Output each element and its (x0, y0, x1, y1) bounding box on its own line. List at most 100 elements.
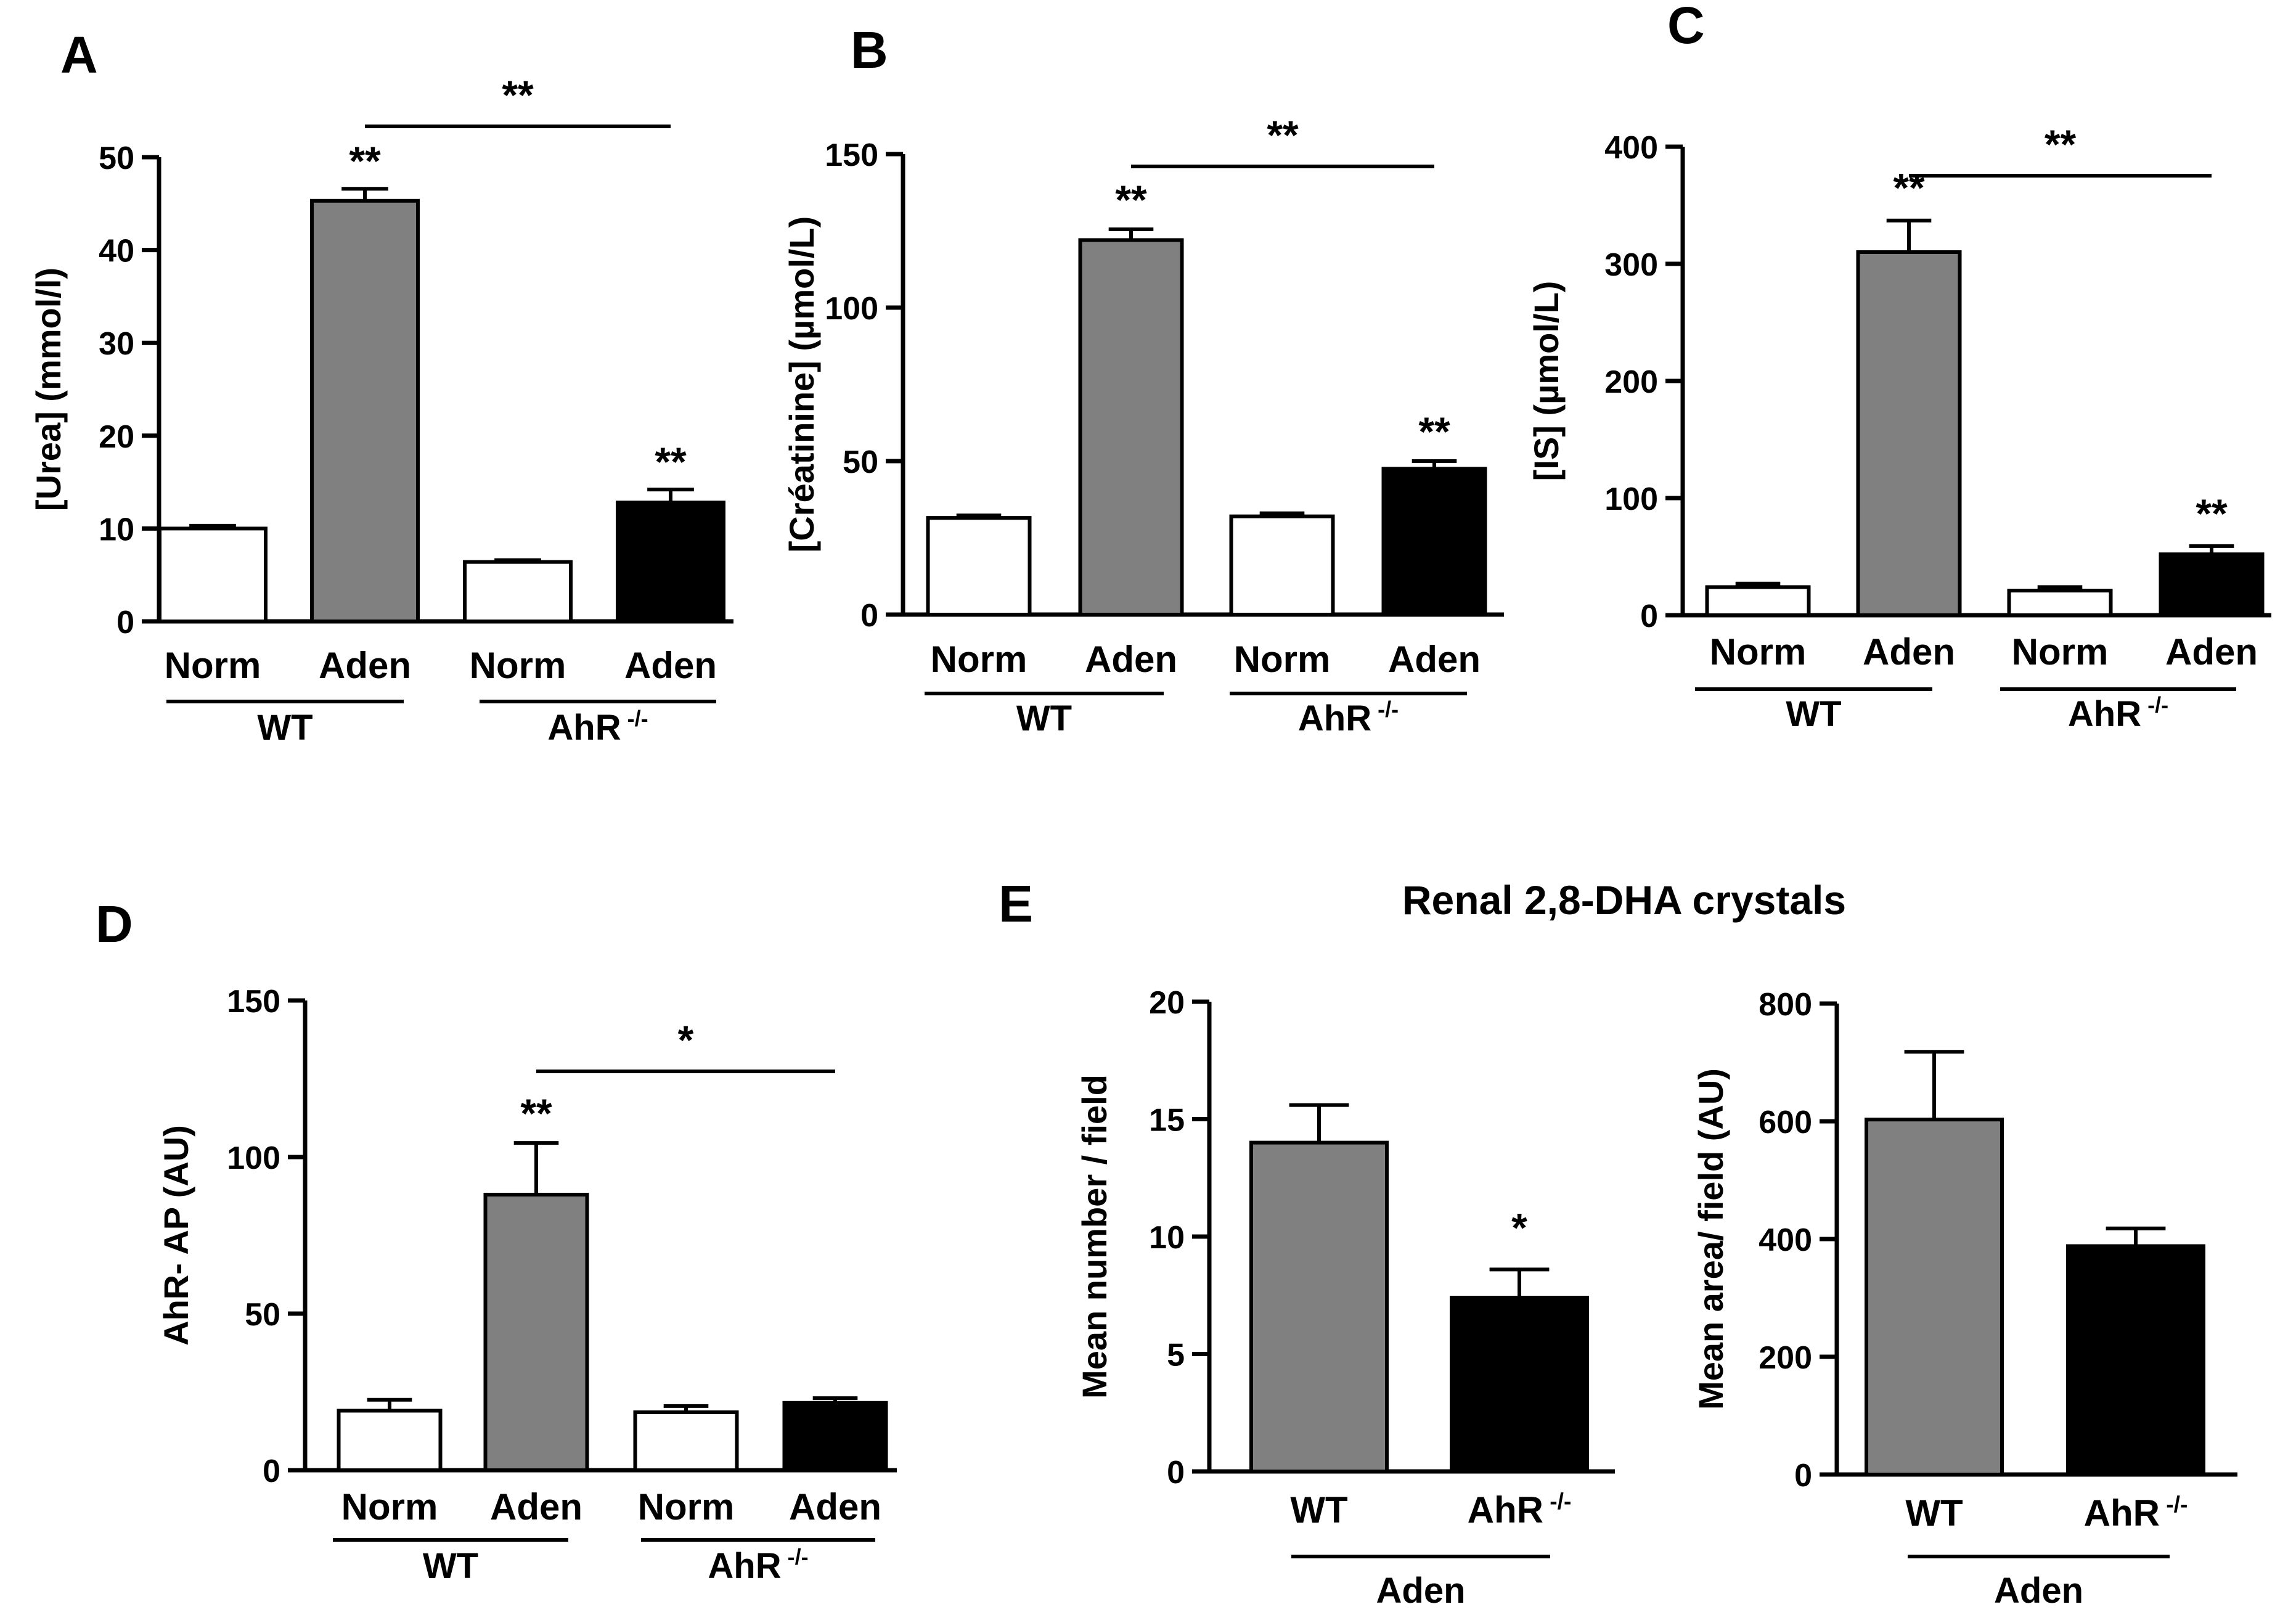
group-label: Aden (1994, 1571, 2083, 1611)
chart-panel: 0 10 20 30 40 50 [Urea] (mmol/l) Norm ** Aden Norm… (29, 72, 733, 748)
y-tick-label: 600 (1759, 1105, 1812, 1140)
category-label: Norm (1234, 639, 1331, 680)
comparison-significance: * (678, 1017, 694, 1063)
panel-label-b: B (851, 21, 888, 79)
category-label: Norm (165, 645, 261, 686)
group-label: Aden (1376, 1571, 1466, 1611)
superscript: -/- (1543, 1488, 1571, 1514)
y-tick-label: 50 (843, 444, 878, 480)
superscript: -/- (2160, 1491, 2188, 1517)
y-tick-label: 10 (1149, 1220, 1185, 1256)
superscript: -/- (621, 706, 648, 731)
superscript: -/- (782, 1544, 809, 1569)
significance-label: ** (1893, 165, 1925, 211)
y-tick-label: 200 (1759, 1340, 1812, 1376)
comparison-significance: ** (1267, 112, 1299, 158)
y-tick-label: 100 (227, 1140, 280, 1176)
y-axis-label: [IS] (µmol/L) (1527, 281, 1566, 481)
category-label: WT (1905, 1492, 1963, 1534)
panel-label-d: D (96, 895, 133, 953)
bar (463, 560, 573, 624)
group-label: WT (1016, 698, 1072, 738)
bar (1856, 250, 1962, 617)
category-label: Aden (2165, 631, 2258, 673)
y-tick-label: 10 (99, 512, 134, 547)
y-tick-label: 100 (1604, 481, 1658, 517)
y-tick-label: 20 (99, 419, 134, 455)
panel-label-a: A (60, 26, 98, 84)
significance-label: ** (520, 1090, 552, 1136)
group-label: WT (257, 708, 313, 748)
y-tick-label: 150 (227, 984, 280, 1020)
category-label: Aden (319, 645, 411, 686)
bar (1450, 1296, 1589, 1474)
bar (483, 1192, 589, 1472)
bar (310, 198, 420, 624)
significance-label: ** (2196, 491, 2228, 536)
y-tick-label: 200 (1604, 364, 1658, 400)
category-label: Norm (638, 1486, 735, 1528)
y-tick-label: 300 (1604, 247, 1658, 283)
y-tick-label: 400 (1759, 1222, 1812, 1258)
y-tick-label: 0 (116, 605, 134, 640)
bar (337, 1409, 443, 1472)
y-tick-label: 5 (1167, 1338, 1185, 1373)
significance-label: ** (1418, 409, 1450, 454)
y-tick-label: 15 (1149, 1103, 1185, 1139)
comparison-significance: ** (2045, 121, 2077, 167)
y-tick-label: 30 (99, 326, 134, 362)
category-label: Aden (1863, 631, 1955, 673)
significance-label: ** (349, 138, 381, 184)
y-axis-label: [Créatinine] (µmol/L) (782, 216, 821, 553)
y-tick-label: 0 (263, 1454, 280, 1489)
bar (2159, 552, 2265, 618)
bar (1249, 1140, 1389, 1473)
y-tick-label: 50 (99, 141, 134, 176)
bar (616, 501, 725, 623)
y-tick-label: 40 (99, 234, 134, 269)
category-label: Norm (470, 645, 566, 686)
category-label: Aden (1388, 639, 1481, 680)
category-label: AhR -/- (2084, 1491, 2188, 1534)
bar (1381, 467, 1487, 617)
group-label: AhR -/- (2068, 692, 2168, 734)
chart-panel: 0 100 200 300 400 [IS] (µmol/L) Norm ** Aden Norm… (1527, 121, 2271, 734)
y-tick-label: 150 (825, 137, 878, 173)
significance-label: * (1511, 1205, 1527, 1250)
bar (2066, 1244, 2205, 1476)
y-axis-label: AhR- AP (AU) (157, 1125, 195, 1346)
bar (782, 1401, 888, 1473)
category-label: Aden (490, 1486, 582, 1528)
y-axis-label: Mean number / field (1075, 1074, 1114, 1399)
y-axis-label: Mean area/ field (AU) (1691, 1068, 1730, 1410)
category-label: Norm (1710, 631, 1807, 673)
category-label: Aden (1085, 639, 1177, 680)
chart-panel: 0 5 10 15 20 Mean number / field WT * AhR -/-Ade… (1075, 985, 1615, 1611)
y-tick-label: 50 (245, 1297, 280, 1333)
category-label: WT (1290, 1489, 1347, 1531)
category-label: Aden (789, 1486, 881, 1528)
bar (926, 516, 1032, 616)
group-label: WT (423, 1546, 478, 1586)
y-axis-label: [Urea] (mmol/l) (29, 268, 68, 511)
bar (1229, 514, 1335, 617)
y-tick-label: 0 (1640, 599, 1658, 634)
bar (633, 1410, 739, 1473)
chart-panel: 0 50 100 150 [Créatinine] (µmol/L) Norm ** Aden… (782, 112, 1504, 738)
group-label: AhR -/- (1298, 697, 1399, 738)
group-label: AhR -/- (547, 706, 648, 748)
superscript: -/- (2141, 692, 2168, 718)
y-tick-label: 100 (825, 291, 878, 327)
bar (158, 526, 268, 624)
y-tick-label: 0 (1794, 1458, 1812, 1494)
category-label: AhR -/- (1468, 1488, 1572, 1531)
y-tick-label: 0 (860, 598, 878, 634)
y-tick-label: 400 (1604, 130, 1658, 166)
category-label: Norm (931, 639, 1027, 680)
category-label: Aden (624, 645, 717, 686)
chart-panel: 0 50 100 150 AhR- AP (AU) Norm ** Aden Norm Aden W… (157, 984, 897, 1586)
panel-label-e: E (999, 875, 1033, 933)
y-tick-label: 800 (1759, 987, 1812, 1023)
